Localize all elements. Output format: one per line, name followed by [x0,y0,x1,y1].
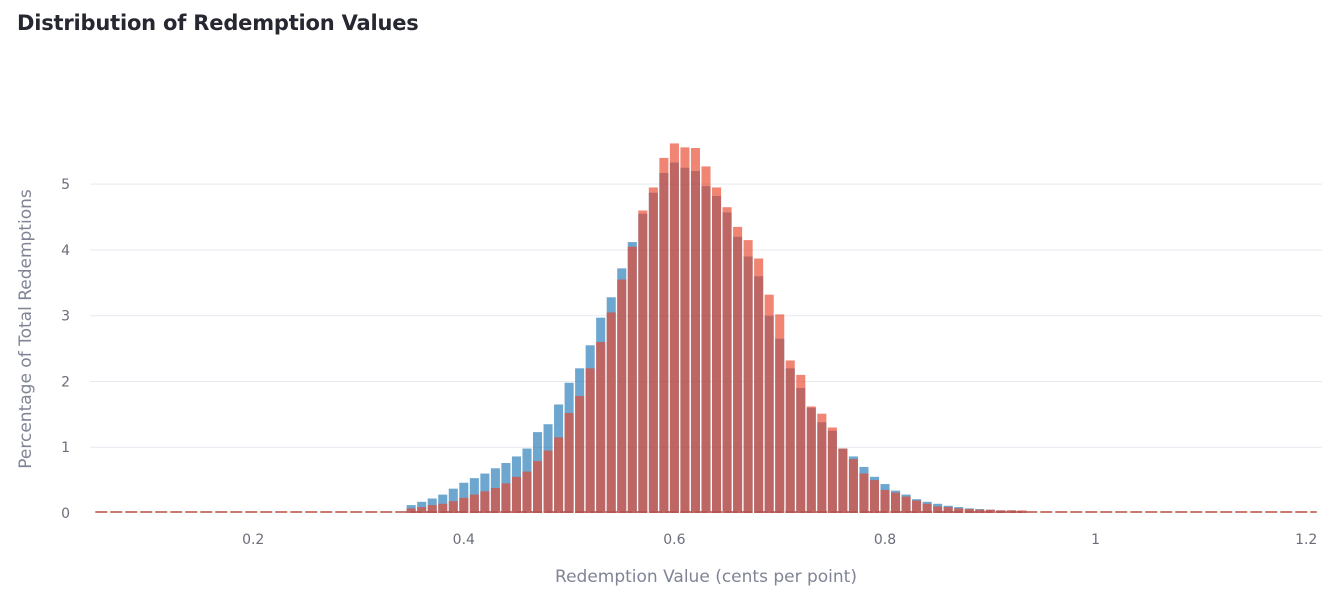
bar-series-2 [764,294,774,513]
bar-series-2 [617,279,627,513]
bar-series-2 [575,395,585,513]
y-tick-label: 4 [61,243,70,259]
bar-series-2 [469,494,479,513]
bar-series-2 [417,507,427,513]
bar-series-2 [680,147,690,514]
bar-series-2 [1017,510,1027,513]
x-axis-label: Redemption Value (cents per point) [555,567,857,587]
bar-series-2 [712,187,722,513]
x-tick-label: 0.8 [874,532,896,548]
x-tick-label: 1.2 [1295,532,1317,548]
bar-series-2 [490,488,500,513]
bar-series-2 [838,448,848,513]
x-axis-ticks: 0.2 0.4 0.6 0.8 1 1.2 [242,532,1317,548]
bar-series-2 [669,143,679,513]
bar-series-1 [448,488,458,513]
bar-series-2 [638,210,648,514]
bar-series-2 [543,450,553,513]
y-tick-label: 3 [61,309,70,325]
bar-series-2 [827,427,837,513]
bar-series-2 [733,226,743,514]
bar-series-2 [817,413,827,513]
y-tick-label: 2 [61,374,70,390]
histogram-bars [95,143,1317,514]
bar-series-2 [690,148,700,513]
bar-series-2 [775,314,785,513]
bar-series-2 [501,483,511,513]
bar-series-2 [532,461,543,513]
bar-series-2 [985,509,995,513]
y-tick-label: 0 [61,506,70,522]
bar-series-2 [996,510,1006,513]
bar-series-2 [975,509,985,513]
bar-series-2 [448,501,458,513]
bar-series-2 [891,492,901,513]
bar-series-2 [606,312,616,513]
y-tick-label: 1 [61,440,70,456]
bar-series-2 [943,507,953,513]
bar-series-2 [480,491,490,513]
bar-series-2 [522,471,532,513]
bar-series-2 [1006,510,1016,513]
bar-series-2 [722,207,732,514]
bar-series-2 [901,496,911,513]
bar-series-2 [922,503,932,513]
y-axis-ticks: 0 1 2 3 4 5 [61,177,70,522]
bar-series-2 [659,157,669,514]
bar-series-2 [459,497,469,513]
bar-series-2 [627,246,637,513]
x-tick-label: 0.4 [453,532,475,548]
bar-series-2 [554,437,564,513]
bar-series-2 [743,240,753,513]
y-tick-label: 5 [61,177,70,193]
bar-series-2 [806,406,816,513]
y-axis-label: Percentage of Total Redemptions [16,189,36,469]
bar-series-2 [869,480,880,513]
x-tick-label: 0.2 [242,532,264,548]
bar-series-2 [912,500,922,513]
bar-series-2 [596,342,606,513]
bar-series-2 [564,413,574,513]
bar-series-2 [701,166,711,513]
bar-series-2 [933,506,943,513]
x-tick-label: 1 [1091,532,1100,548]
bar-series-2 [585,368,595,513]
bar-series-2 [796,374,806,513]
bar-series-2 [785,360,795,513]
bar-series-2 [406,508,416,513]
chart-title: Distribution of Redemption Values [17,11,419,35]
bar-series-2 [427,505,437,513]
bar-series-2 [848,459,858,513]
bar-series-2 [880,489,890,513]
x-tick-label: 0.6 [663,532,685,548]
bar-series-2 [648,187,658,513]
bar-series-2 [438,503,448,513]
bar-series-2 [964,509,974,513]
bar-series-2 [859,473,869,513]
bar-series-2 [511,476,521,513]
bar-series-2 [754,258,764,513]
bar-series-2 [954,508,964,513]
